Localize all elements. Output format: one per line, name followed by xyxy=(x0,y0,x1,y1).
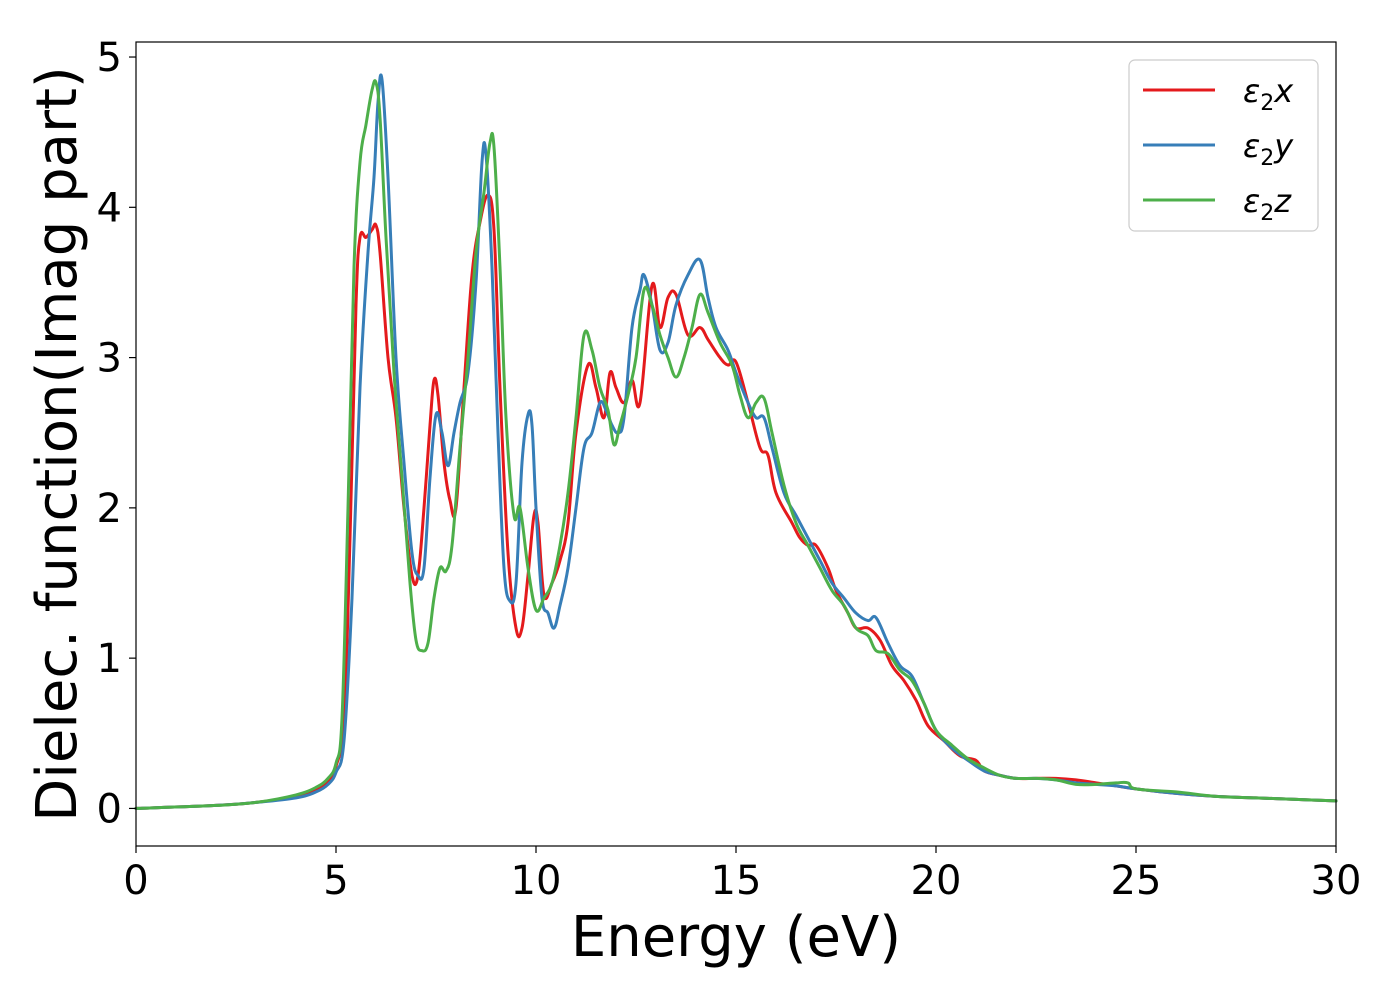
legend-label-y: ε2y xyxy=(1243,127,1294,171)
x-tick-label: 25 xyxy=(1111,858,1162,904)
y-tick-label: 5 xyxy=(97,35,122,81)
legend: ε2x ε2y ε2z xyxy=(1128,59,1319,232)
legend-items: ε2x ε2y ε2z xyxy=(1143,72,1294,226)
x-tick-label: 5 xyxy=(323,858,348,904)
y-tick-label: 1 xyxy=(97,636,122,682)
x-tick-label: 0 xyxy=(123,858,148,904)
series-line-z xyxy=(134,79,1338,810)
y-tick-label: 4 xyxy=(97,185,122,231)
x-tick-label: 30 xyxy=(1311,858,1362,904)
series-line-x xyxy=(134,193,1338,810)
x-axis: 0 5 10 15 20 25 30 xyxy=(123,846,1361,904)
legend-frame xyxy=(1128,59,1319,232)
y-axis-title: Dielec. function(Imag part) xyxy=(25,66,90,822)
x-tick-label: 15 xyxy=(711,858,762,904)
legend-label-x: ε2x xyxy=(1243,72,1294,116)
y-axis: 0 1 2 3 4 5 xyxy=(97,35,136,832)
x-tick-label: 10 xyxy=(511,858,562,904)
y-tick-label: 3 xyxy=(97,336,122,382)
x-tick-label: 20 xyxy=(911,858,962,904)
x-axis-title: Energy (eV) xyxy=(571,905,901,970)
series-layer xyxy=(134,73,1338,810)
y-tick-label: 0 xyxy=(97,786,122,832)
y-tick-label: 2 xyxy=(97,486,122,532)
legend-label-z: ε2z xyxy=(1243,182,1292,226)
